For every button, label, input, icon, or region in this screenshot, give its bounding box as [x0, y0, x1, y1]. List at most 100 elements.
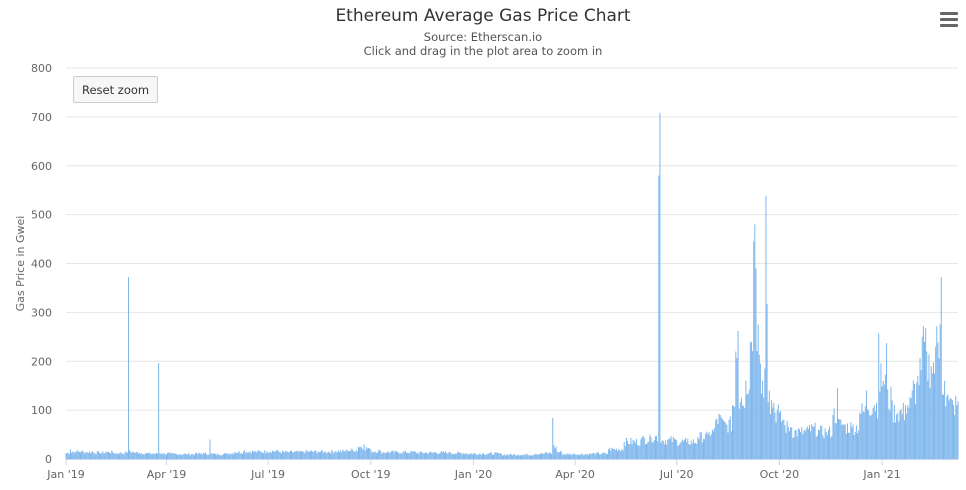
bar [249, 451, 251, 459]
bar [103, 453, 105, 459]
bar [867, 409, 869, 459]
reset-zoom-button[interactable]: Reset zoom [73, 76, 159, 103]
bar [267, 452, 269, 459]
bar [690, 440, 692, 459]
bar [188, 452, 190, 459]
bar [502, 455, 504, 459]
bar [254, 450, 256, 459]
bar [160, 453, 162, 459]
bar [364, 450, 366, 459]
bar [641, 437, 643, 459]
bar [752, 351, 754, 459]
bar [610, 450, 612, 459]
bar [640, 439, 642, 459]
bar [258, 450, 260, 459]
bar [699, 432, 701, 459]
bar [88, 451, 90, 459]
bar [122, 453, 124, 459]
bar [550, 453, 552, 459]
bar [539, 454, 541, 459]
bar [447, 453, 449, 459]
bar [950, 398, 952, 459]
bar [296, 450, 298, 459]
bar [301, 451, 303, 459]
bar [347, 451, 349, 459]
bar [534, 453, 536, 459]
bar [297, 452, 299, 459]
bar [468, 454, 470, 459]
bar [474, 453, 476, 459]
bar [277, 450, 279, 459]
bar [739, 402, 741, 459]
bar [776, 410, 778, 459]
bar [724, 421, 726, 459]
bar [573, 453, 575, 459]
bar [688, 444, 690, 459]
bar [944, 380, 946, 459]
bar [954, 415, 956, 459]
bar [171, 453, 173, 459]
bar [733, 406, 735, 459]
bar [287, 452, 289, 459]
bar [73, 451, 75, 459]
bar [217, 453, 219, 459]
bar [167, 452, 169, 459]
bar [620, 451, 622, 459]
bar [494, 452, 496, 459]
bar [920, 370, 922, 459]
bar [649, 434, 651, 459]
bar [707, 434, 709, 459]
bar [255, 451, 257, 459]
bar [330, 453, 332, 459]
bar [493, 454, 495, 459]
bar [457, 451, 459, 459]
bar [507, 454, 509, 459]
bar [926, 351, 928, 459]
bar [78, 451, 80, 459]
bar [543, 453, 545, 459]
bar [230, 453, 232, 459]
bar [913, 383, 915, 459]
bar [577, 454, 579, 459]
bar [805, 428, 807, 459]
bar [604, 452, 606, 459]
bar [591, 453, 593, 459]
bar [228, 453, 230, 459]
bar [420, 451, 422, 459]
bar [443, 452, 445, 459]
x-tick-label: Jul '19 [250, 468, 285, 481]
bar [359, 447, 361, 459]
bar [459, 452, 461, 459]
bar [311, 450, 313, 459]
bar [849, 433, 851, 459]
hamburger-menu-icon[interactable] [940, 12, 958, 28]
bar [219, 455, 221, 459]
bar [69, 449, 71, 459]
bar [361, 447, 363, 459]
bar [844, 424, 846, 459]
bar [117, 454, 119, 459]
bar [742, 405, 744, 459]
bar [910, 398, 912, 459]
bar [428, 452, 430, 459]
bar [689, 444, 691, 459]
bar [932, 362, 934, 459]
bar [835, 423, 837, 459]
bar [210, 453, 212, 459]
bar [615, 448, 617, 459]
bar [253, 451, 255, 459]
bar [711, 429, 713, 459]
bar [811, 424, 813, 459]
bar [332, 451, 334, 459]
bar [953, 405, 955, 459]
bar [260, 452, 262, 459]
bar [71, 452, 73, 459]
bar [683, 439, 685, 459]
bar [418, 453, 420, 459]
bar [874, 411, 876, 459]
bar [679, 443, 681, 459]
bar [544, 453, 546, 459]
bar [112, 452, 114, 459]
bar [305, 449, 307, 459]
